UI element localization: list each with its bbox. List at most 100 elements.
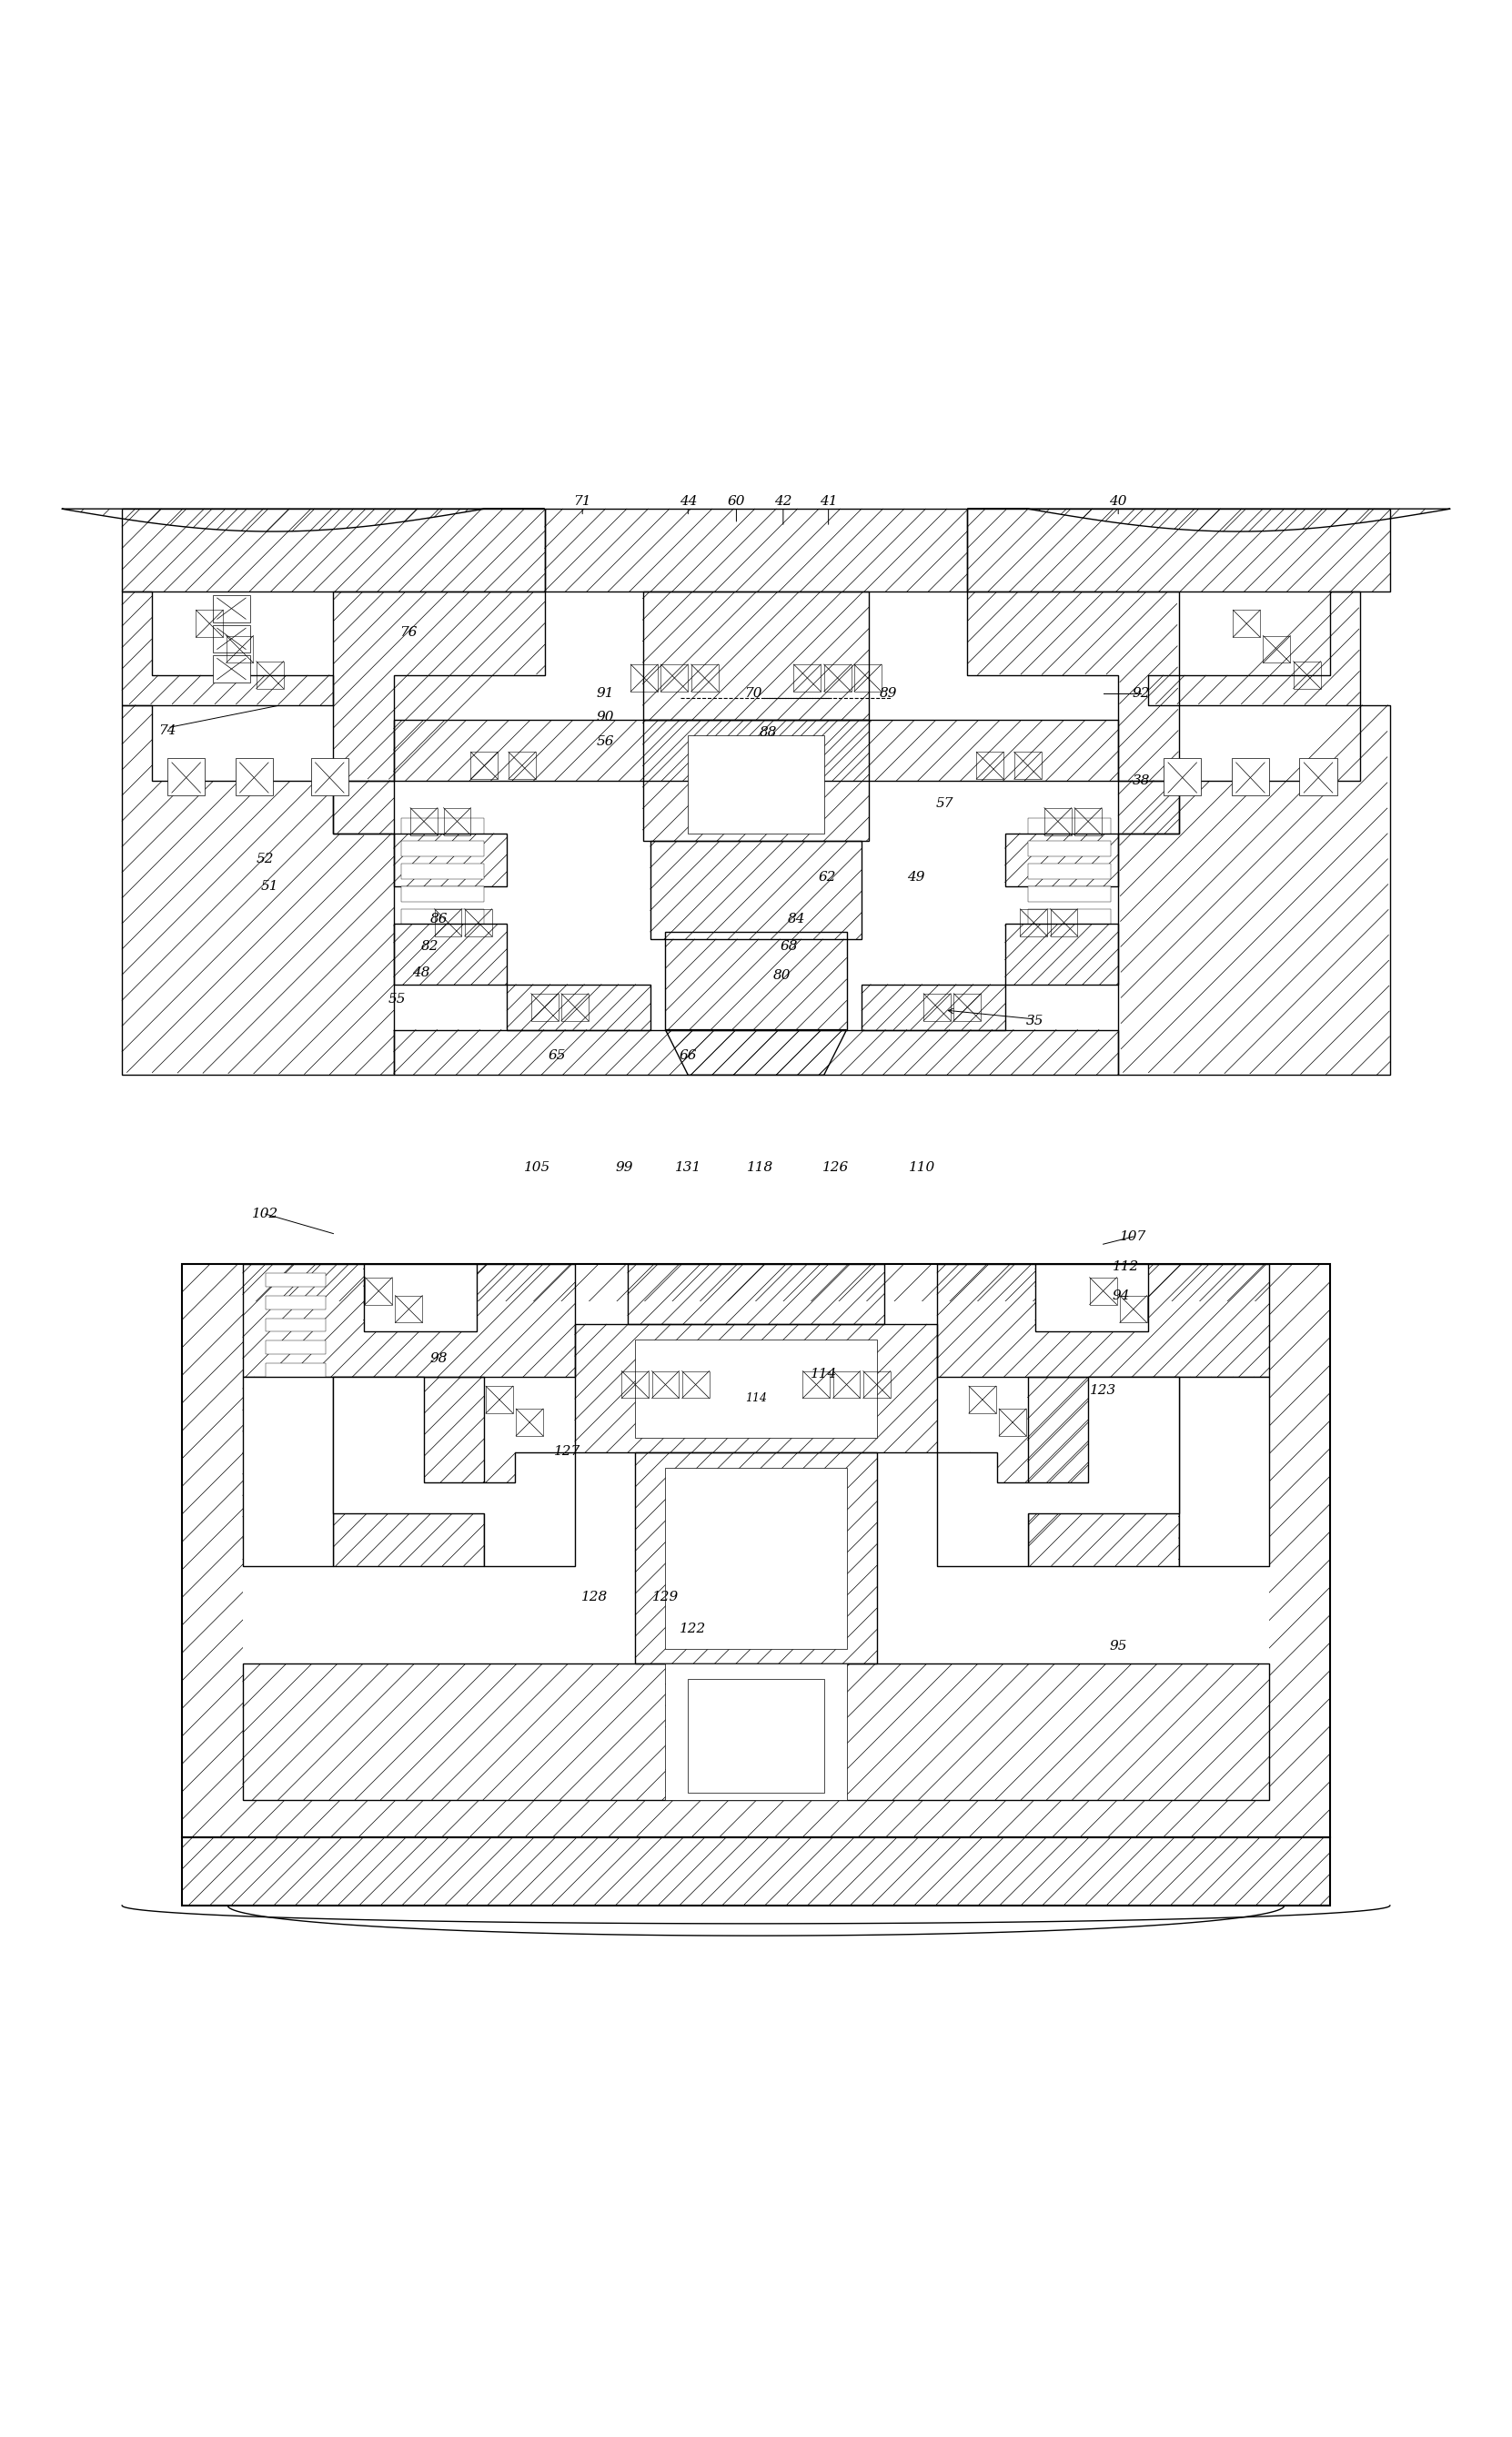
Text: 122: 122 (679, 1623, 706, 1635)
Bar (635, 1452, 877, 1664)
Bar (1120, 1296, 1148, 1323)
Text: 95: 95 (1110, 1640, 1126, 1652)
Bar (621, 1372, 649, 1399)
Bar (243, 1664, 1269, 1801)
Bar (1036, 1265, 1149, 1331)
Text: 107: 107 (1120, 1231, 1146, 1243)
Bar (401, 863, 484, 880)
Bar (266, 1318, 325, 1331)
Bar (401, 887, 484, 902)
Polygon shape (333, 1377, 575, 1567)
Bar (1045, 807, 1072, 836)
Bar (1028, 1377, 1179, 1567)
Bar (393, 721, 1119, 780)
Bar (243, 1377, 333, 1567)
Bar (1021, 909, 1048, 936)
Bar (824, 665, 851, 692)
Text: 98: 98 (429, 1353, 448, 1365)
Text: 68: 68 (780, 941, 798, 953)
Bar (1028, 909, 1111, 924)
Bar (937, 1265, 1269, 1377)
Bar (393, 833, 507, 887)
Bar (924, 994, 951, 1021)
Bar (643, 592, 869, 721)
Bar (1232, 609, 1259, 636)
Bar (794, 665, 821, 692)
Bar (393, 924, 507, 985)
Text: 55: 55 (389, 994, 405, 1006)
Bar (652, 1372, 679, 1399)
Bar (183, 1265, 1329, 1837)
Bar (1005, 924, 1119, 985)
Text: 70: 70 (744, 687, 762, 699)
Bar (364, 1277, 392, 1304)
Bar (183, 1837, 1329, 1906)
Polygon shape (937, 1377, 1179, 1567)
Bar (635, 1340, 877, 1438)
Bar (310, 758, 348, 797)
Bar (213, 595, 251, 621)
Text: 42: 42 (774, 495, 792, 507)
Bar (643, 721, 869, 841)
Bar (213, 626, 251, 653)
Text: 128: 128 (581, 1591, 608, 1604)
Text: 90: 90 (596, 712, 614, 724)
Bar (236, 758, 274, 797)
Bar (266, 1340, 325, 1355)
Bar (227, 636, 254, 663)
Bar (854, 665, 881, 692)
Bar (464, 909, 491, 936)
Text: 57: 57 (936, 797, 954, 809)
Bar (999, 1409, 1027, 1435)
Bar (243, 1301, 1269, 1801)
Bar (977, 753, 1004, 780)
Text: 44: 44 (679, 495, 697, 507)
Bar (122, 509, 544, 592)
Text: 105: 105 (523, 1160, 550, 1175)
Bar (665, 931, 847, 1031)
Bar (954, 994, 981, 1021)
Text: 56: 56 (596, 736, 614, 748)
Text: 76: 76 (401, 626, 417, 638)
Text: 94: 94 (1113, 1289, 1129, 1301)
Bar (688, 736, 824, 833)
Bar (575, 1323, 937, 1452)
Bar (863, 1372, 891, 1399)
Bar (968, 509, 1390, 592)
Bar (434, 909, 461, 936)
Text: 82: 82 (420, 941, 438, 953)
Bar (333, 1377, 484, 1567)
Bar (1164, 758, 1202, 797)
Text: 88: 88 (759, 726, 777, 738)
Bar (197, 609, 224, 636)
Bar (1090, 1277, 1117, 1304)
Bar (401, 909, 484, 924)
Bar (665, 1664, 847, 1801)
Bar (682, 1372, 709, 1399)
Text: 80: 80 (773, 970, 791, 982)
Text: 129: 129 (652, 1591, 679, 1604)
Text: 123: 123 (1090, 1384, 1116, 1396)
Bar (485, 1387, 513, 1413)
Bar (661, 665, 688, 692)
Text: 51: 51 (262, 880, 278, 892)
Bar (1179, 1377, 1269, 1567)
Bar (443, 807, 470, 836)
Text: 127: 127 (553, 1445, 581, 1457)
Text: 126: 126 (823, 1160, 850, 1175)
Bar (627, 1265, 885, 1323)
Text: 74: 74 (159, 724, 177, 736)
Bar (507, 985, 650, 1031)
Bar (665, 1467, 847, 1650)
Bar (1231, 758, 1269, 797)
Bar (213, 656, 251, 682)
Bar (1051, 909, 1078, 936)
Bar (266, 1362, 325, 1377)
Bar (691, 665, 718, 692)
Bar (969, 1387, 996, 1413)
Text: 65: 65 (547, 1048, 565, 1063)
Text: 38: 38 (1132, 775, 1149, 787)
Bar (650, 841, 862, 938)
Text: 84: 84 (788, 914, 806, 926)
Text: 35: 35 (1027, 1014, 1045, 1026)
